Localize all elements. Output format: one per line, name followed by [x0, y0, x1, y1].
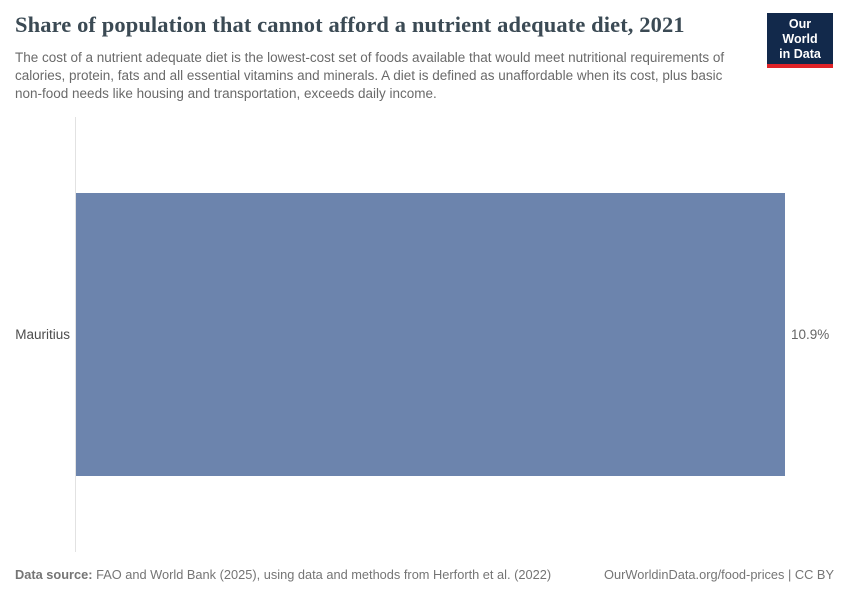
owid-logo[interactable]: Our World in Data	[767, 13, 833, 69]
chart-footer: Data source: FAO and World Bank (2025), …	[15, 567, 834, 583]
plot-area: Mauritius 10.9%	[0, 117, 850, 552]
bar-track	[76, 193, 785, 476]
owid-logo-line2: in Data	[779, 46, 821, 61]
attribution-link[interactable]: OurWorldinData.org/food-prices | CC BY	[604, 567, 834, 582]
y-axis-line	[75, 117, 76, 552]
chart-title: Share of population that cannot afford a…	[15, 12, 685, 37]
data-source-note: Data source: FAO and World Bank (2025), …	[15, 567, 551, 583]
value-label-mauritius: 10.9%	[791, 327, 830, 342]
owid-logo-line1: Our World	[782, 17, 818, 46]
entity-label-mauritius: Mauritius	[15, 327, 70, 342]
bar-mauritius[interactable]	[76, 193, 785, 476]
data-source-text: FAO and World Bank (2025), using data an…	[96, 567, 552, 582]
chart-subtitle: The cost of a nutrient adequate diet is …	[15, 50, 725, 101]
data-source-label: Data source:	[15, 567, 93, 582]
bar-row-mauritius: Mauritius 10.9%	[0, 193, 850, 476]
